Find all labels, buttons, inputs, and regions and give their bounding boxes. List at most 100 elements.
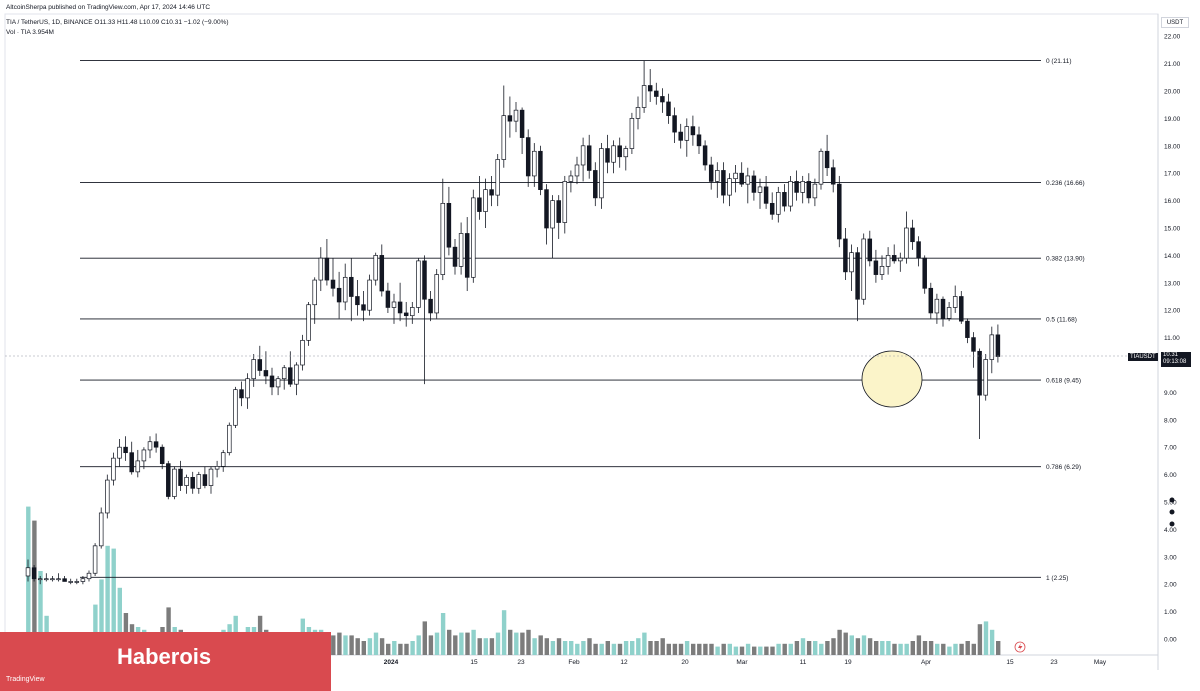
candle-body bbox=[410, 307, 415, 317]
candle-body bbox=[721, 170, 726, 196]
volume-bar bbox=[93, 604, 98, 655]
price-tick-label: 13.00 bbox=[1164, 280, 1181, 287]
time-tick-label: Feb bbox=[568, 659, 580, 666]
volume-bar bbox=[758, 646, 763, 655]
candle-body bbox=[245, 378, 250, 399]
volume-bar bbox=[508, 629, 513, 655]
price-tick-label: 16.00 bbox=[1164, 198, 1181, 205]
volume-bar bbox=[788, 643, 793, 655]
candle-body bbox=[678, 131, 683, 141]
fibonacci-retracement[interactable]: 0 (21.11) 0.236 (16.66) 0.382 (13.90) 0.5 (… bbox=[80, 58, 1085, 582]
candle-body bbox=[946, 307, 952, 319]
candle-body bbox=[580, 145, 586, 166]
last-price-value: 10.31 bbox=[1163, 352, 1179, 358]
volume-bar bbox=[825, 641, 830, 655]
highlight-ellipse[interactable] bbox=[861, 350, 923, 408]
candle-body bbox=[532, 150, 537, 177]
volume-bar bbox=[99, 579, 104, 655]
volume-bar bbox=[971, 643, 976, 655]
volume-bar bbox=[996, 641, 1001, 655]
symbol-ohlc-legend[interactable]: TIA / TetherUS, 1D, BINANCE O11.33 H11.4… bbox=[6, 19, 229, 26]
candle-body bbox=[44, 578, 49, 581]
volume-bar bbox=[855, 638, 861, 655]
volume-bar bbox=[544, 638, 549, 655]
volume-bar bbox=[526, 629, 531, 655]
candle-body bbox=[733, 172, 738, 180]
volume-bar bbox=[379, 638, 385, 655]
volume-bar bbox=[562, 641, 568, 655]
volume-bar bbox=[691, 643, 696, 655]
time-tick-label: 15 bbox=[470, 659, 478, 666]
fib-level-label: 0.786 (6.29) bbox=[1046, 464, 1081, 471]
volume-bar bbox=[349, 635, 354, 655]
candle-body bbox=[269, 375, 275, 388]
candle-body bbox=[763, 186, 769, 204]
volume-bar bbox=[806, 641, 812, 655]
candle-body bbox=[800, 181, 805, 193]
volume-bar bbox=[880, 641, 885, 655]
volume-bar bbox=[928, 641, 934, 655]
price-tick-label: 19.00 bbox=[1164, 116, 1181, 123]
candle-body bbox=[519, 109, 525, 138]
volume-bar bbox=[501, 610, 507, 655]
sidebar-dot-icon[interactable] bbox=[1169, 497, 1175, 503]
volume-bar bbox=[764, 646, 769, 655]
candle-body bbox=[355, 296, 360, 306]
candle-body bbox=[525, 137, 531, 177]
price-tick-label: 3.00 bbox=[1164, 554, 1177, 561]
fib-level-label: 0.382 (13.90) bbox=[1046, 256, 1085, 263]
candle-body bbox=[56, 578, 61, 581]
volume-bar bbox=[483, 638, 488, 655]
plot-area[interactable] bbox=[4, 13, 1159, 656]
volume-bar bbox=[404, 643, 409, 655]
last-price-badge: 10.31 09:13:08 bbox=[1161, 352, 1191, 367]
side-icons[interactable] bbox=[1014, 497, 1175, 653]
sidebar-dot-icon[interactable] bbox=[1169, 509, 1175, 515]
candle-body bbox=[227, 424, 232, 454]
candle-body bbox=[507, 115, 513, 122]
candle-body bbox=[727, 178, 732, 196]
volume-bar bbox=[422, 621, 427, 655]
volume-bar bbox=[117, 587, 122, 655]
volume-bar bbox=[495, 632, 501, 655]
volume-bar bbox=[684, 641, 690, 655]
candle-body bbox=[556, 200, 561, 223]
candle-body bbox=[794, 181, 799, 193]
candle-body bbox=[159, 446, 165, 464]
candle-body bbox=[62, 578, 67, 582]
bar-countdown: 09:13:08 bbox=[1163, 359, 1187, 365]
price-tick-label: 12.00 bbox=[1164, 308, 1181, 315]
candle-body bbox=[129, 452, 134, 473]
candle-body bbox=[538, 150, 543, 190]
volume-legend[interactable]: Vol · TIA 3.954M bbox=[6, 29, 54, 36]
volume-bar bbox=[874, 641, 879, 655]
price-tick-label: 7.00 bbox=[1164, 445, 1177, 452]
candle-body bbox=[68, 581, 73, 583]
candle-body bbox=[641, 85, 647, 108]
volume-bar bbox=[459, 632, 464, 655]
candle-body bbox=[898, 257, 903, 262]
candle-body bbox=[830, 167, 836, 185]
candle-body bbox=[660, 96, 665, 103]
candle-body bbox=[983, 359, 988, 396]
price-tick-label: 11.00 bbox=[1164, 335, 1180, 342]
candle-body bbox=[288, 367, 293, 385]
volume-bar bbox=[910, 641, 915, 655]
sidebar-dot-icon[interactable] bbox=[1169, 521, 1175, 527]
candle-body bbox=[74, 581, 80, 583]
candle-body bbox=[50, 578, 55, 581]
price-tick-label: 17.00 bbox=[1164, 171, 1181, 178]
lightning-glyph bbox=[1018, 643, 1023, 651]
tradingview-logo: TradingView bbox=[6, 676, 45, 683]
candle-body bbox=[824, 150, 830, 169]
volume-bar bbox=[654, 641, 659, 655]
volume-bar bbox=[989, 629, 995, 655]
price-axis-ticks: 22.00 21.00 20.00 19.00 18.00 17.00 16.00 15.00… bbox=[1164, 34, 1181, 644]
candle-body bbox=[995, 334, 1001, 357]
volume-bar bbox=[941, 643, 946, 655]
price-tick-label: 2.00 bbox=[1164, 582, 1177, 589]
volume-bar bbox=[32, 520, 37, 655]
volume-bar bbox=[392, 641, 397, 655]
currency-selector[interactable]: USDT bbox=[1161, 17, 1189, 28]
